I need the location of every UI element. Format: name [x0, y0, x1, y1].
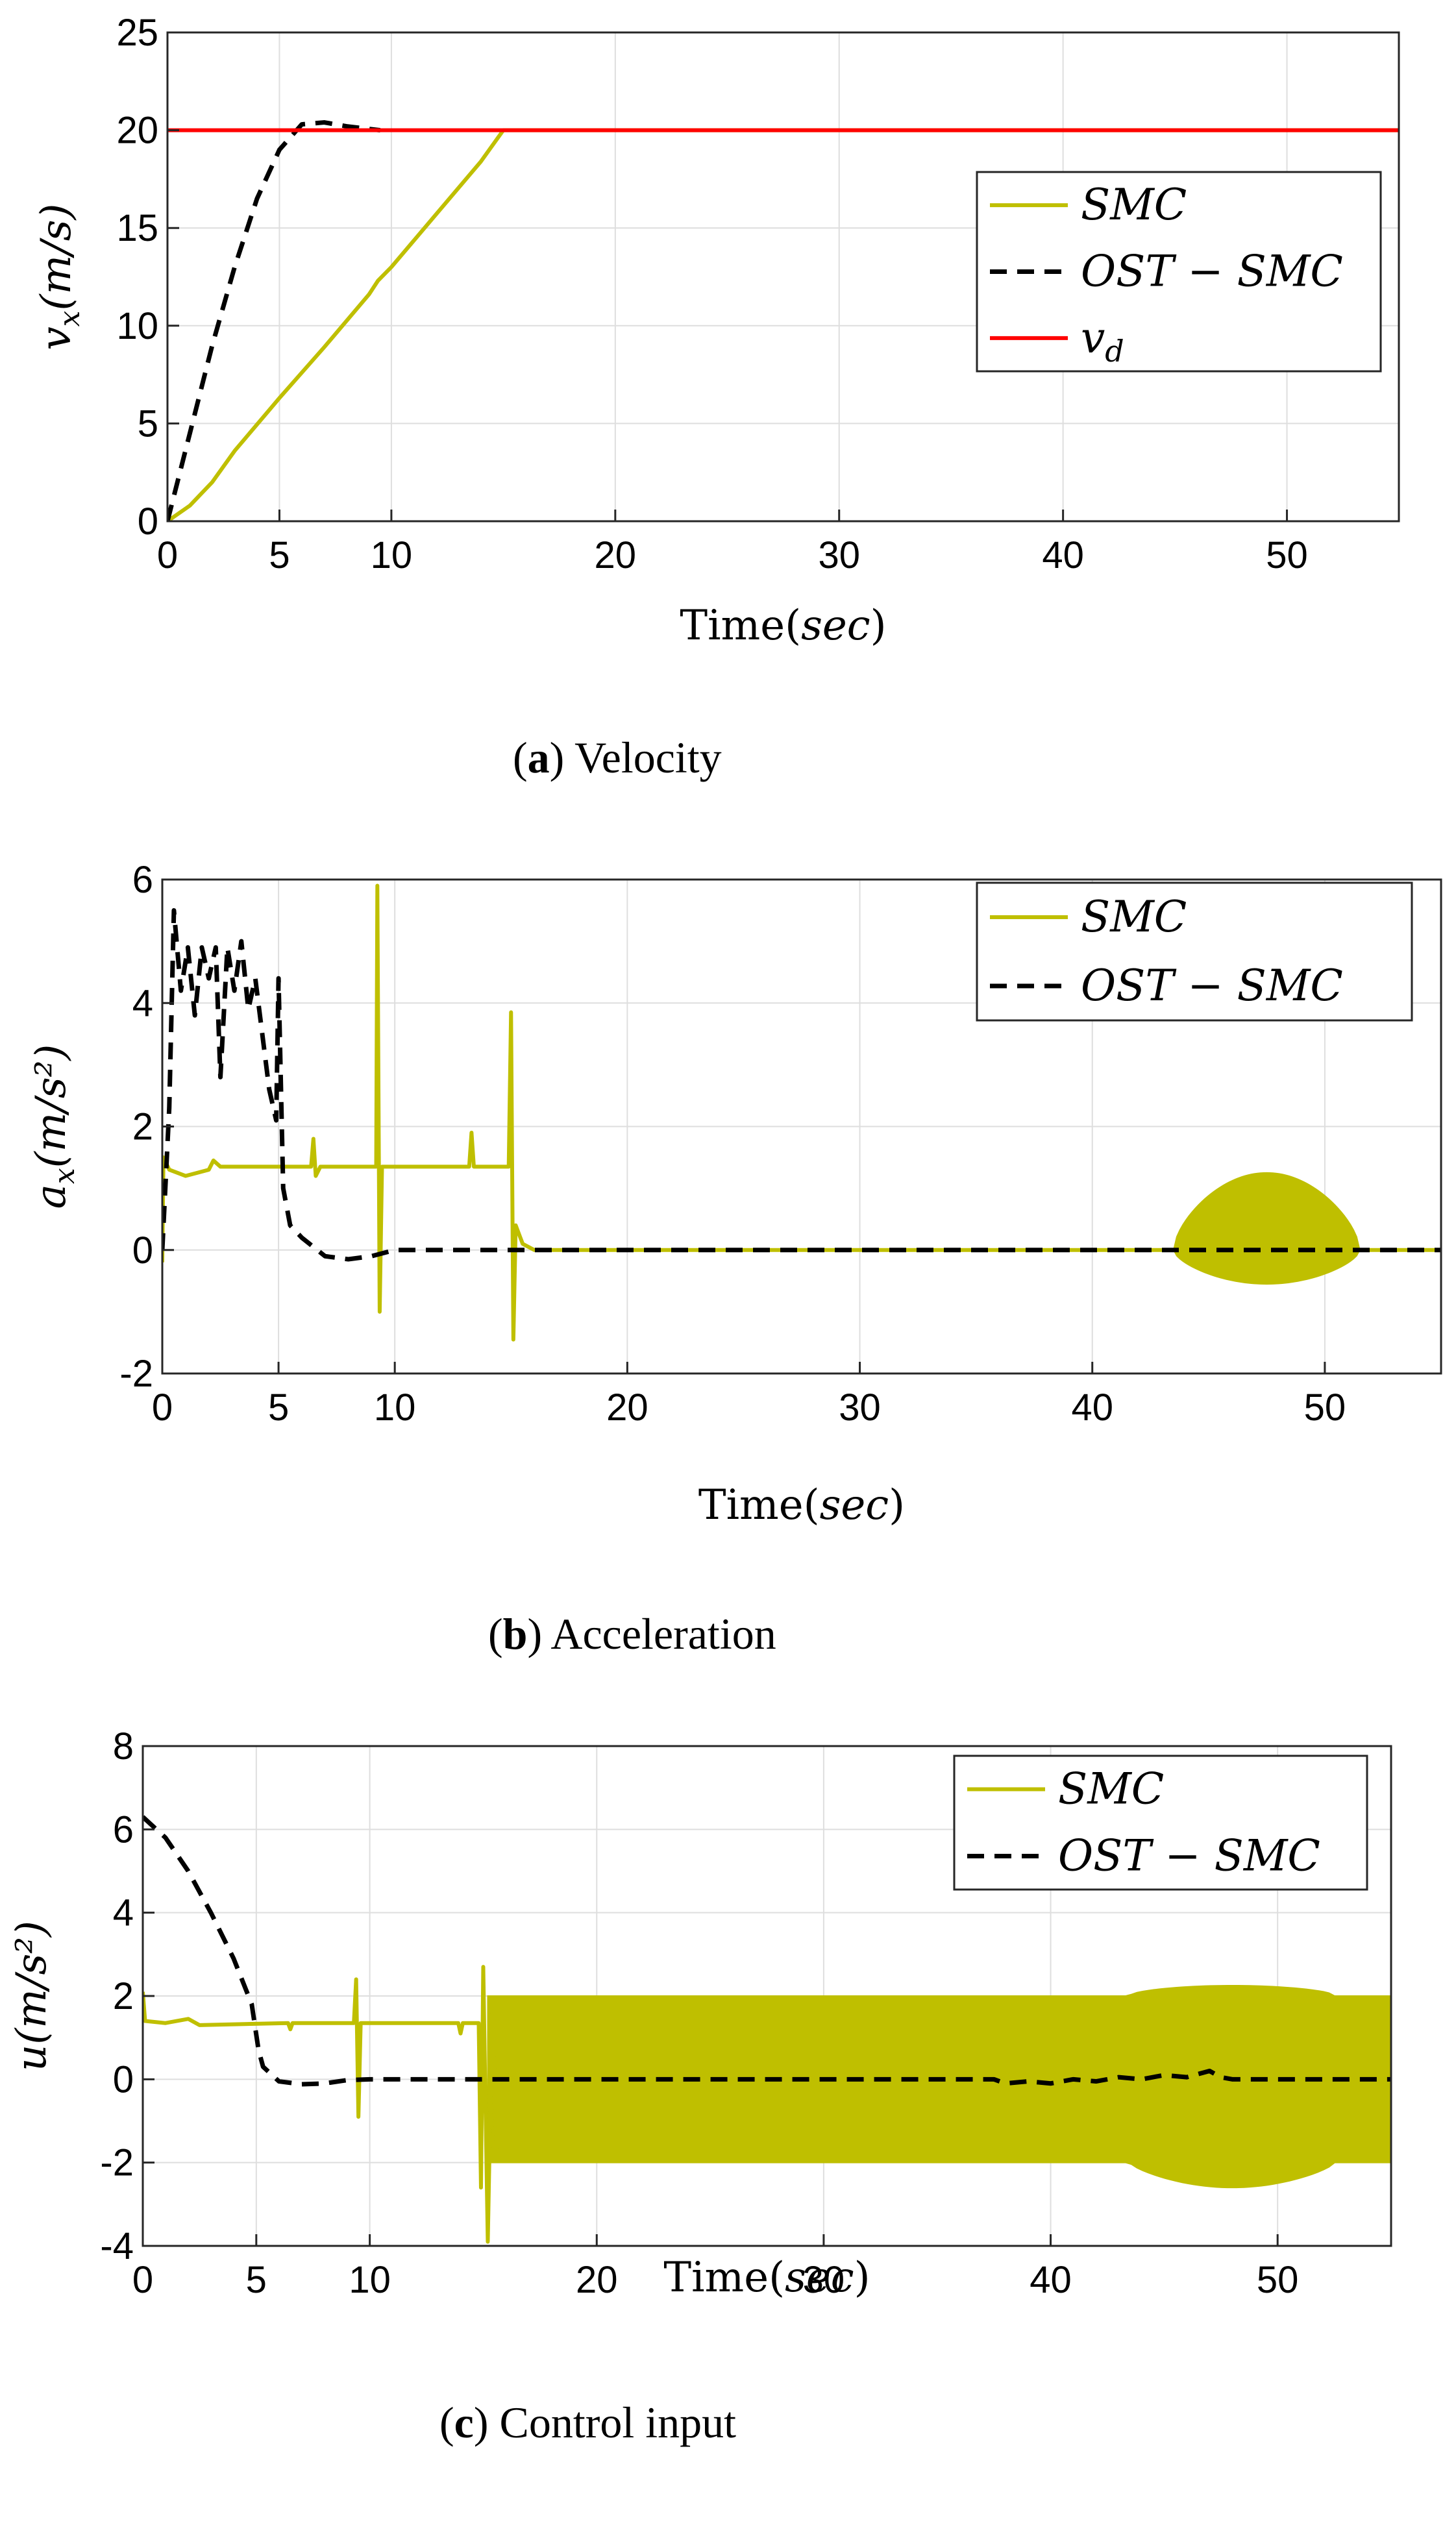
legend-label: OST − SMC: [1081, 961, 1343, 1011]
x-tick-label: 30: [839, 1386, 881, 1429]
y-tick-label: 2: [132, 1106, 153, 1148]
x-tick-label: 40: [1071, 1386, 1113, 1429]
x-tick-label: 20: [606, 1386, 648, 1429]
series-smc-line: [162, 883, 1441, 1342]
x-tick-label: 20: [595, 534, 637, 576]
y-tick-label: 4: [113, 1892, 134, 1934]
legend-box: [953, 1755, 1368, 1891]
x-tick-label: 5: [268, 1386, 289, 1429]
data-layer: [162, 883, 1441, 1342]
y-tick-label: 6: [132, 859, 153, 901]
series-smc-line: [143, 1965, 499, 2244]
x-tick-label: 30: [803, 2259, 845, 2301]
x-tick-label: 5: [246, 2259, 267, 2301]
data-layer: [143, 1815, 1391, 2244]
y-axis-label: vx(m/s): [32, 203, 86, 350]
x-axis-label: Time(sec): [663, 2254, 870, 2302]
x-tick-label: 0: [132, 2259, 153, 2301]
legend: SMC OST − SMC: [976, 881, 1413, 1022]
y-tick-label: 0: [113, 2058, 134, 2100]
legend: SMC OST − SMC: [953, 1755, 1368, 1891]
y-tick-label: -2: [100, 2142, 134, 2184]
y-tick-label: 5: [138, 402, 158, 445]
figure-caption: (b) Acceleration: [488, 1609, 776, 1658]
series-smc-oscillation: [487, 1984, 1391, 2189]
y-tick-label: 6: [113, 1808, 134, 1851]
x-tick-label: 50: [1257, 2259, 1299, 2301]
x-tick-label: 40: [1030, 2259, 1072, 2301]
y-axis-label: u(m/s²): [8, 1921, 56, 2071]
x-tick-label: 50: [1266, 534, 1308, 576]
x-tick-label: 10: [374, 1386, 416, 1429]
y-tick-label: 0: [138, 500, 158, 543]
x-tick-label: 50: [1304, 1386, 1346, 1429]
legend-box: [976, 881, 1413, 1022]
y-tick-label: 0: [132, 1229, 153, 1272]
x-tick-label: 5: [269, 534, 290, 576]
y-tick-label: 15: [116, 207, 158, 249]
y-tick-label: 2: [113, 1975, 134, 2017]
figure-caption: (c) Control input: [439, 2398, 736, 2447]
y-tick-label: 10: [116, 305, 158, 347]
series-ost-smc-line: [167, 120, 381, 521]
figure-caption: (a) Velocity: [513, 733, 722, 782]
chart-2: 0 5 10 20 30 40 50-20246Time(sec)ax(m/s²)SMCOS…: [27, 859, 1442, 1658]
legend-label: SMC: [1081, 892, 1187, 942]
y-tick-label: -2: [119, 1353, 153, 1395]
data-layer: [167, 120, 1399, 521]
x-tick-label: 40: [1042, 534, 1084, 576]
y-tick-label: 4: [132, 982, 153, 1024]
x-tick-label: 0: [157, 534, 178, 576]
chart-1: 0 5 10 20 30 40 50 0 5 10 15 20 25 Time(sec) vx(m/s) SM…: [32, 12, 1400, 782]
x-tick-label: 0: [152, 1386, 173, 1429]
x-tick-label: 20: [576, 2259, 618, 2301]
legend-label: OST − SMC: [1081, 247, 1343, 297]
y-tick-label: -4: [100, 2225, 134, 2267]
y-tick-label: 20: [116, 110, 158, 152]
chart-3: 0 5 10 20 30 40 50 -4 -2 0 2 4 6 8 Time(sec) u(m/s²) SMC…: [8, 1725, 1392, 2447]
x-axis-label: Time(sec): [680, 602, 886, 650]
x-tick-label: 30: [818, 534, 860, 576]
x-axis-label: Time(sec): [698, 1481, 905, 1529]
legend-label: vd: [1081, 313, 1124, 369]
y-axis-label: ax(m/s²): [27, 1044, 81, 1209]
series-smc-line: [167, 128, 1399, 521]
legend: SMC OST − SMC vd: [976, 171, 1382, 373]
legend-label: SMC: [1081, 180, 1187, 230]
y-tick-label: 8: [113, 1725, 134, 1768]
series-ost-smc-line: [143, 1815, 1391, 2087]
x-tick-label: 10: [349, 2259, 391, 2301]
legend-label: OST − SMC: [1058, 1831, 1320, 1881]
x-tick-label: 10: [371, 534, 413, 576]
y-tick-label: 25: [116, 12, 158, 54]
legend-label: SMC: [1058, 1764, 1164, 1814]
axes-box: [166, 31, 1400, 523]
